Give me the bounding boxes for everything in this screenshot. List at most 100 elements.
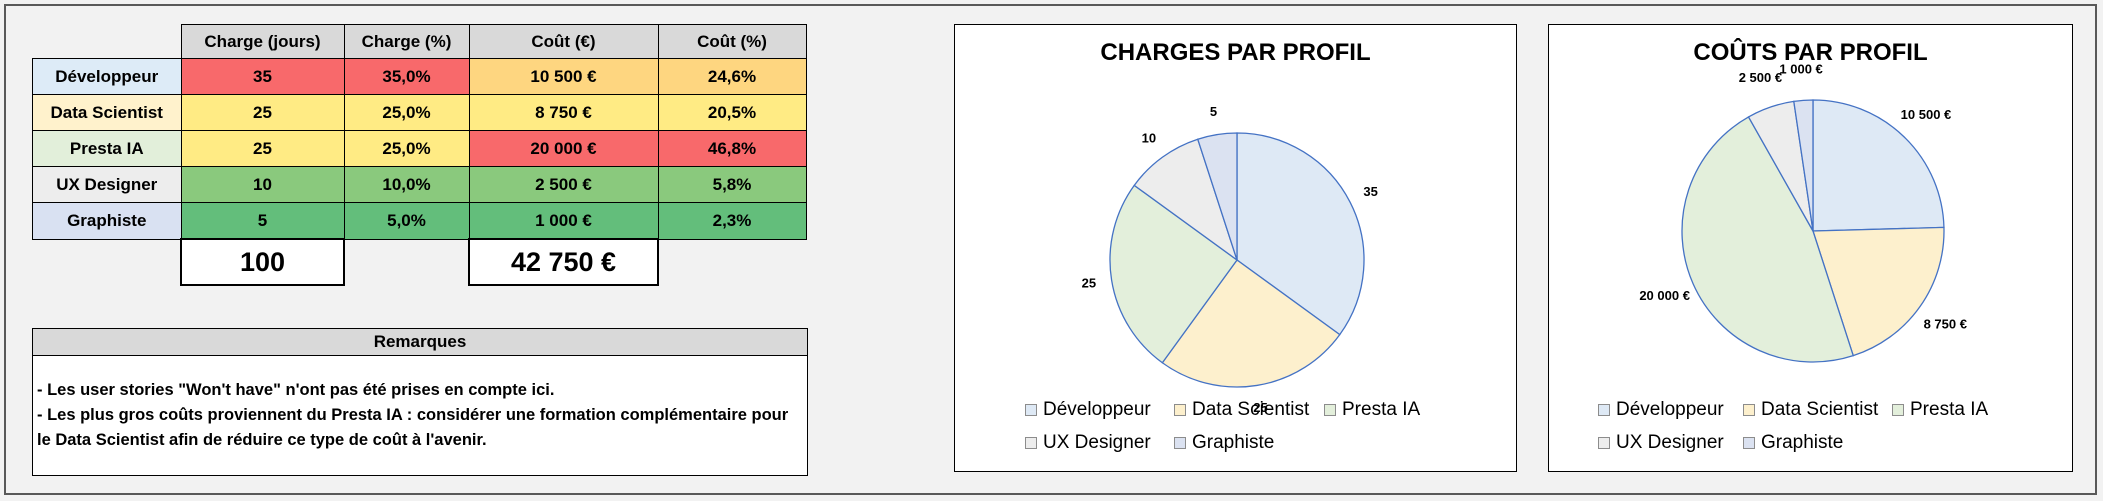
table-row: Data Scientist 25 25,0% 8 750 €20,5%: [32, 94, 807, 131]
costs-chart[interactable]: COÛTS PAR PROFIL 10 500 € 8 750 € 20 000 €…: [1548, 24, 2073, 472]
table-cell[interactable]: 1 000 €: [468, 202, 659, 240]
legend-item[interactable]: Développeur: [1598, 399, 1724, 421]
table-row: Presta IA 25 25,0% 20 000 €46,8%: [32, 130, 807, 167]
table-cell[interactable]: 5: [180, 202, 345, 240]
remark-line: le Data Scientist afin de réduire ce typ…: [37, 431, 487, 449]
row-label-cell[interactable]: Presta IA: [32, 130, 182, 167]
pie-slice-presta-ia[interactable]: [1681, 116, 1855, 363]
legend-label: Graphiste: [1192, 432, 1275, 453]
legend-label: UX Designer: [1616, 432, 1724, 453]
pie-slice-graphiste[interactable]: [1196, 132, 1238, 261]
pie-slice-graphiste[interactable]: [1793, 99, 1814, 232]
legend-swatch: [1892, 404, 1904, 416]
legend-label: Data Scientist: [1761, 399, 1879, 420]
table-cell[interactable]: 35,0%: [343, 58, 470, 95]
chart-title: CHARGES PAR PROFIL: [1100, 39, 1371, 66]
slice-data-label: 10: [1142, 131, 1156, 146]
pie-slice-data-scientist[interactable]: [1812, 226, 1945, 357]
legend-label: Développeur: [1616, 399, 1724, 420]
pie-slice-data-scientist[interactable]: [1161, 259, 1341, 388]
charges-chart[interactable]: CHARGES PAR PROFIL 35 25 25 10 5 Développeur…: [954, 24, 1517, 472]
column-header[interactable]: Coût (€): [468, 24, 659, 59]
table-cell[interactable]: 46,8%: [657, 130, 807, 167]
remark-line: - Les plus gros coûts proviennent du Pre…: [37, 406, 789, 424]
legend-swatch: [1324, 404, 1336, 416]
row-label-cell[interactable]: Graphiste: [32, 202, 182, 240]
legend-swatch: [1174, 437, 1186, 449]
table-cell[interactable]: 35: [180, 58, 345, 95]
table-cell[interactable]: 2 500 €: [468, 166, 659, 203]
legend-label: UX Designer: [1043, 432, 1151, 453]
table-cell[interactable]: 20,5%: [657, 94, 807, 131]
table-cell[interactable]: 25: [180, 130, 345, 167]
total-row: 100 42 750 €: [33, 238, 807, 286]
pie-slice-presta-ia[interactable]: [1109, 184, 1238, 364]
legend-label: Graphiste: [1761, 432, 1844, 453]
legend-item[interactable]: UX Designer: [1598, 432, 1724, 454]
legend-item[interactable]: Presta IA: [1892, 399, 1988, 421]
table-cell[interactable]: 5,8%: [657, 166, 807, 203]
legend-swatch: [1025, 437, 1037, 449]
costs-pie-svg: 10 500 € 8 750 € 20 000 € 2 500 €1 000 €: [1639, 61, 1967, 363]
total-charge-cell[interactable]: 100: [180, 238, 345, 286]
legend-swatch: [1025, 404, 1037, 416]
legend-item[interactable]: UX Designer: [1025, 432, 1151, 454]
legend-swatch: [1598, 437, 1610, 449]
legend-item[interactable]: Data Scientist: [1743, 399, 1878, 421]
legend-label: Développeur: [1043, 399, 1151, 420]
table-cell[interactable]: 10 500 €: [468, 58, 659, 95]
table-cell[interactable]: 10,0%: [343, 166, 470, 203]
total-cost-cell[interactable]: 42 750 €: [468, 238, 659, 286]
pie-slice-ux-designer[interactable]: [1133, 138, 1239, 262]
data-table: Charge (jours) Charge (%) Coût (€) Coût …: [32, 24, 807, 286]
table-cell[interactable]: 25: [180, 94, 345, 131]
table-cell[interactable]: 5,0%: [343, 202, 470, 240]
remarks-body: - Les user stories "Won't have" n'ont pa…: [33, 356, 807, 453]
slice-data-label: 2 500 €: [1739, 70, 1782, 85]
table-cell[interactable]: 25,0%: [343, 94, 470, 131]
column-header[interactable]: Coût (%): [657, 24, 807, 59]
remarks-box[interactable]: Remarques - Les user stories "Won't have…: [32, 328, 808, 476]
total-spacer: [33, 239, 182, 285]
table-cell[interactable]: 25,0%: [343, 130, 470, 167]
pie-slice-developpeur[interactable]: [1236, 132, 1365, 336]
table-cell[interactable]: 10: [180, 166, 345, 203]
legend-label: Presta IA: [1342, 399, 1421, 420]
legend-item[interactable]: Data Scientist: [1174, 399, 1309, 421]
table-cell[interactable]: 2,3%: [657, 202, 807, 240]
slice-data-label: 25: [1082, 275, 1096, 290]
legend-item[interactable]: Graphiste: [1174, 432, 1274, 454]
table-cell[interactable]: 24,6%: [657, 58, 807, 95]
total-spacer: [344, 239, 469, 285]
slice-data-label: 1 000 €: [1779, 61, 1822, 76]
legend-label: Data Scientist: [1192, 399, 1310, 420]
table-row: Développeur 35 35,0% 10 500 €24,6%: [32, 58, 807, 95]
remark-line: - Les user stories "Won't have" n'ont pa…: [37, 381, 555, 399]
chart-title: COÛTS PAR PROFIL: [1693, 39, 1928, 66]
column-header[interactable]: Charge (jours): [180, 24, 345, 59]
column-header[interactable]: Charge (%): [343, 24, 470, 59]
pie-slice-developpeur[interactable]: [1812, 99, 1945, 232]
legend-swatch: [1743, 404, 1755, 416]
charges-pie-svg: 35 25 25 10 5: [1082, 104, 1378, 415]
slice-data-label: 25: [1253, 400, 1267, 415]
table-header-row: Charge (jours) Charge (%) Coût (€) Coût …: [33, 24, 807, 59]
slice-data-label: 8 750 €: [1924, 317, 1967, 332]
remarks-title: Remarques: [33, 329, 807, 356]
slice-data-label: 35: [1363, 184, 1377, 199]
row-label-cell[interactable]: Data Scientist: [32, 94, 182, 131]
legend-item[interactable]: Développeur: [1025, 399, 1151, 421]
table-row: UX Designer 10 10,0% 2 500 €5,8%: [32, 166, 807, 203]
legend-label: Presta IA: [1910, 399, 1989, 420]
row-label-cell[interactable]: UX Designer: [32, 166, 182, 203]
table-cell[interactable]: 8 750 €: [468, 94, 659, 131]
table-row: Graphiste 5 5,0% 1 000 €2,3%: [32, 202, 807, 240]
total-spacer: [658, 239, 806, 285]
legend-item[interactable]: Presta IA: [1324, 399, 1420, 421]
slice-data-label: 20 000 €: [1639, 288, 1690, 303]
legend-swatch: [1743, 437, 1755, 449]
row-label-cell[interactable]: Développeur: [32, 58, 182, 95]
legend-item[interactable]: Graphiste: [1743, 432, 1843, 454]
table-cell[interactable]: 20 000 €: [468, 130, 659, 167]
slice-data-label: 5: [1210, 104, 1217, 119]
